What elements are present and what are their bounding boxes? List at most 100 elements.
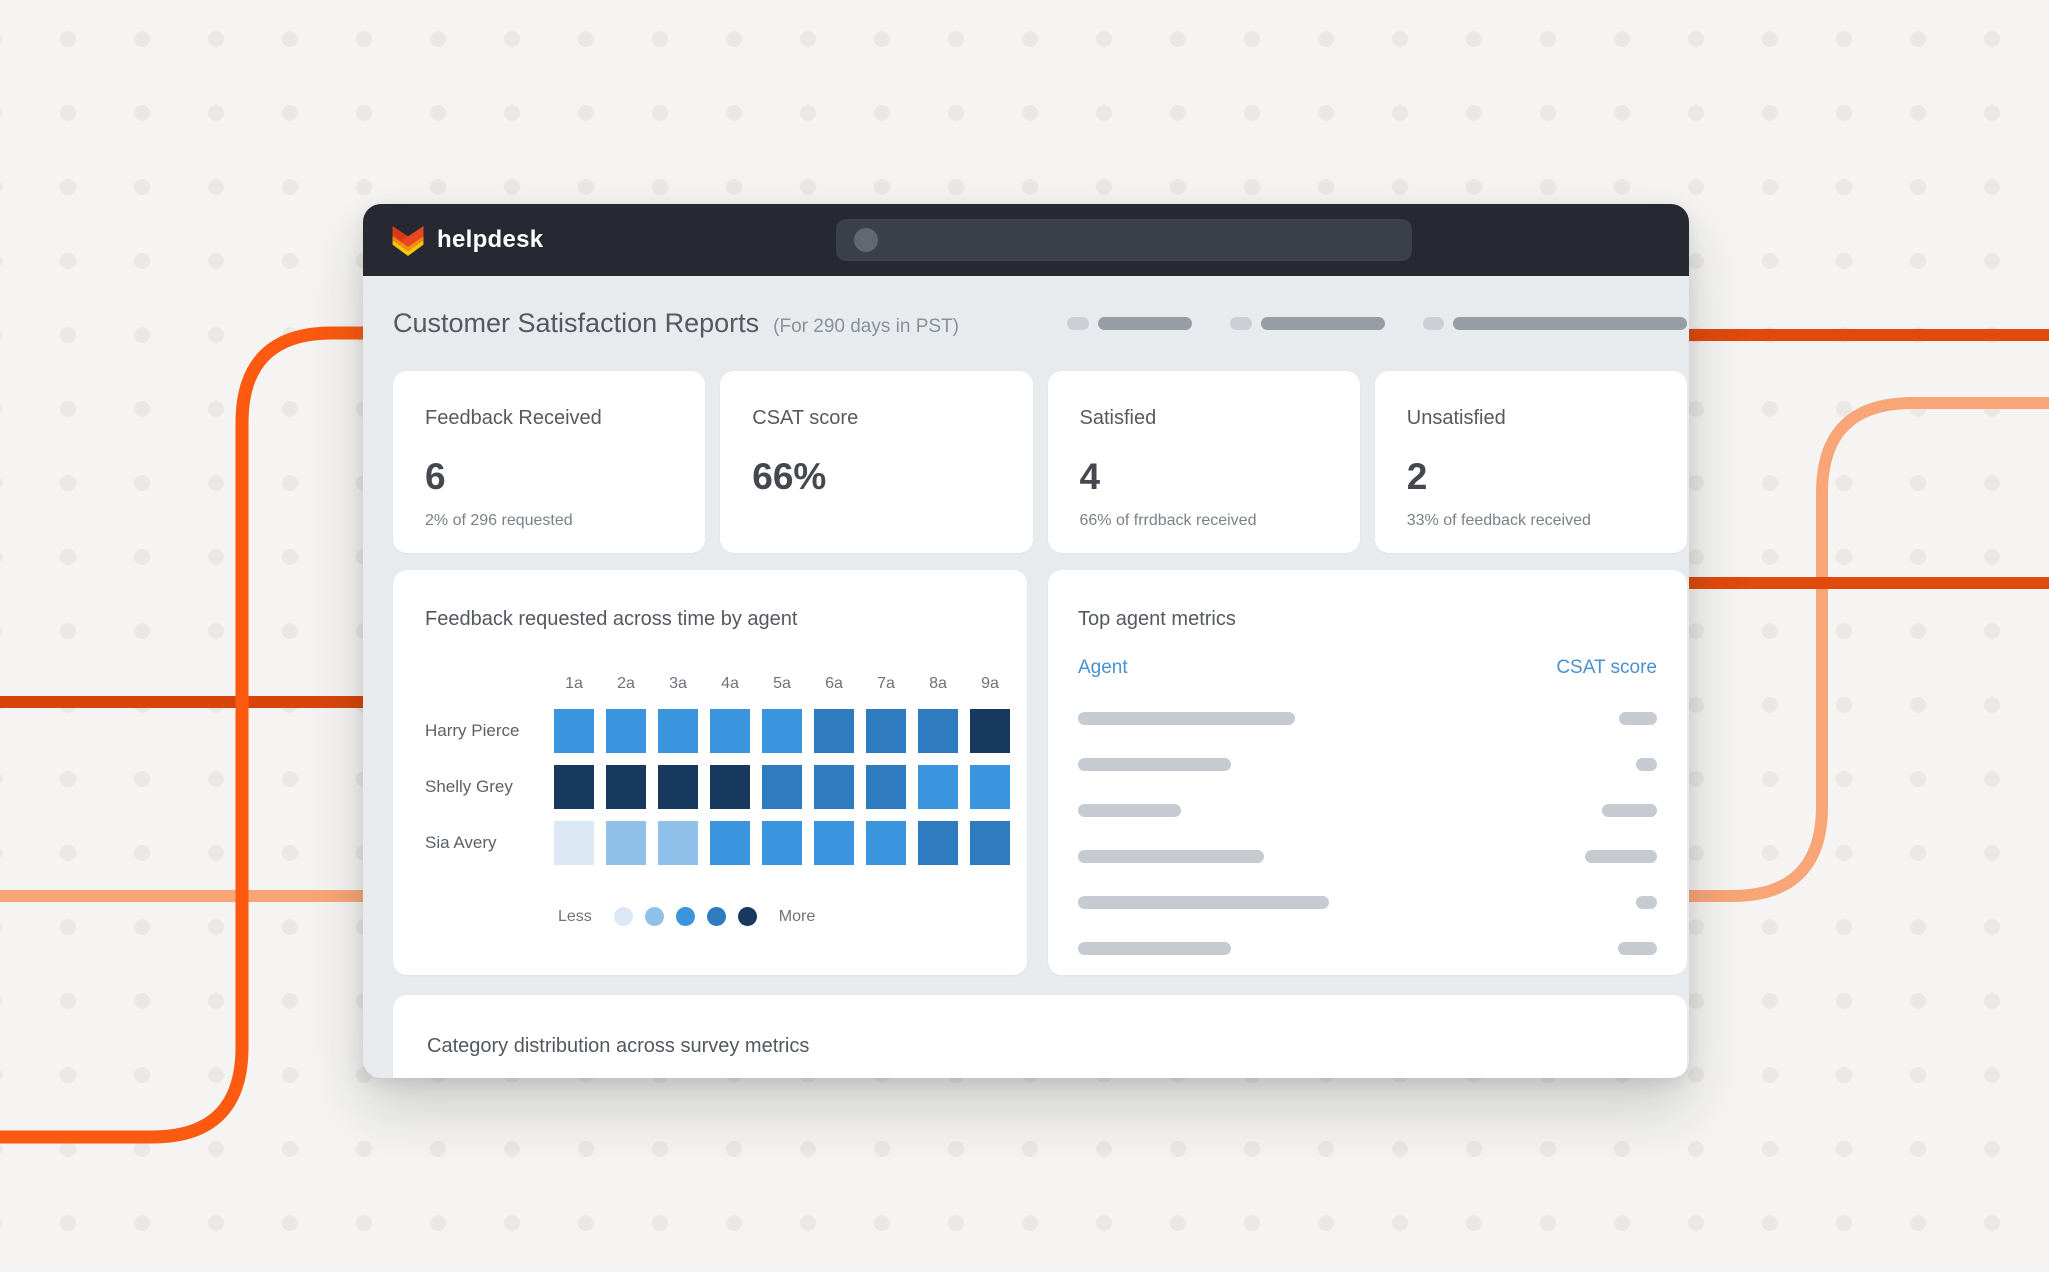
header-filter-placeholder-group — [1067, 317, 1192, 330]
heatmap-cell — [918, 821, 958, 865]
search-avatar-dot-icon — [854, 228, 878, 252]
heatmap-cell — [970, 765, 1010, 809]
agent-name-placeholder-bar — [1078, 712, 1295, 725]
placeholder-dot-pill — [1067, 317, 1089, 330]
heatmap-column-labels: 1a 2a 3a 4a 5a 6a 7a 8a 9a — [554, 675, 1027, 693]
stat-card-note: 2% of 296 requested — [425, 512, 573, 529]
heatmap-cell — [970, 709, 1010, 753]
stat-card: Unsatisfied 2 33% of feedback received — [1374, 371, 1687, 553]
placeholder-bar-pill — [1098, 317, 1192, 330]
stat-card-label: CSAT score — [752, 407, 859, 429]
stat-card-value: 66% — [752, 456, 827, 497]
stat-card-value: 4 — [1079, 456, 1101, 497]
heatmap-column-label: 5a — [773, 675, 791, 692]
legend-scale-dot — [644, 907, 664, 926]
heatmap-title: Feedback requested across time by agent — [425, 608, 798, 630]
title-group: Customer Satisfaction Reports (For 290 d… — [393, 308, 959, 339]
legend-scale-dot — [706, 907, 726, 926]
csat-score-placeholder-pill — [1585, 850, 1657, 863]
agent-name-placeholder-bar — [1078, 942, 1231, 955]
stat-card-value: 2 — [1406, 456, 1428, 497]
stat-card-note: 33% of feedback received — [1406, 512, 1591, 529]
brand-logo[interactable]: helpdesk — [391, 224, 543, 257]
agent-name-placeholder-bar — [1078, 850, 1264, 863]
heatmap-agent-name: Harry Pierce — [425, 721, 520, 740]
header-filter-placeholders — [1067, 317, 1687, 330]
heatmap-row: Shelly Grey — [425, 765, 1027, 809]
placeholder-dot-pill — [1423, 317, 1444, 330]
placeholder-bar-pill — [1453, 317, 1687, 330]
legend-scale-dot — [613, 907, 633, 926]
stat-card: Feedback Received 6 2% of 296 requested — [393, 371, 706, 553]
csat-score-placeholder-pill — [1602, 804, 1657, 817]
top-navigation-bar: helpdesk — [363, 204, 1689, 276]
search-input[interactable] — [836, 219, 1412, 261]
column-header-csat-score[interactable]: CSAT score — [1556, 657, 1657, 678]
agent-metrics-row — [1078, 896, 1657, 909]
heatmap-cell — [554, 821, 594, 865]
heatmap-cell — [606, 765, 646, 809]
placeholder-dot-pill — [1230, 317, 1252, 330]
heatmap-cell — [710, 709, 750, 753]
header-filter-placeholder-group — [1423, 317, 1687, 330]
heatmap-row: Harry Pierce — [425, 709, 1027, 753]
heatmap-cell — [710, 765, 750, 809]
stat-card: CSAT score 66% — [720, 371, 1033, 553]
heatmap-column-label: 6a — [825, 675, 843, 692]
stat-card-row: Feedback Received 6 2% of 296 requested CSA… — [363, 371, 1689, 553]
agent-metrics-row — [1078, 942, 1657, 955]
page-subtitle: (For 290 days in PST) — [773, 316, 959, 337]
legend-scale-dot — [675, 907, 695, 926]
placeholder-bar-pill — [1261, 317, 1385, 330]
heatmap-legend: Less More — [558, 907, 1027, 926]
app-window: helpdesk Customer Satisfaction Reports (… — [363, 204, 1689, 1078]
heatmap-row: Sia Avery — [425, 821, 1027, 865]
heatmap-cell — [918, 709, 958, 753]
heatmap-column-label: 4a — [721, 675, 739, 692]
heatmap-column-label: 7a — [877, 675, 895, 692]
heatmap-cell — [658, 765, 698, 809]
agent-name-placeholder-bar — [1078, 896, 1329, 909]
agent-metrics-row — [1078, 712, 1657, 725]
agent-metrics-rows — [1078, 712, 1657, 955]
heatmap-cell — [814, 709, 854, 753]
column-header-agent[interactable]: Agent — [1078, 657, 1128, 678]
heatmap-cell — [918, 765, 958, 809]
stat-card-label: Feedback Received — [425, 407, 602, 429]
stat-card-note: 66% of frrdback received — [1079, 512, 1257, 529]
stat-card-label: Satisfied — [1079, 407, 1157, 429]
bright-orange-line — [0, 326, 760, 1144]
heatmap-agent-name: Sia Avery — [425, 833, 497, 852]
heatmap-cell — [658, 821, 698, 865]
csat-score-placeholder-pill — [1636, 758, 1657, 771]
agent-metrics-row — [1078, 804, 1657, 817]
peach-line — [0, 397, 2049, 902]
legend-scale-dot — [737, 907, 757, 926]
legend-less-label: Less — [558, 907, 592, 925]
heatmap-cell — [762, 709, 802, 753]
heatmap-column-label: 3a — [669, 675, 687, 692]
heatmap-cell — [658, 709, 698, 753]
heatmap-cell — [606, 709, 646, 753]
header-filter-placeholder-group — [1230, 317, 1385, 330]
heatmap-cell — [606, 821, 646, 865]
csat-score-placeholder-pill — [1619, 712, 1657, 725]
stat-card: Satisfied 4 66% of frrdback received — [1047, 371, 1360, 553]
top-agent-metrics-card: Top agent metrics Agent CSAT score — [1048, 570, 1687, 975]
csat-score-placeholder-pill — [1618, 942, 1657, 955]
stat-card-value: 6 — [425, 456, 446, 497]
heatmap-agent-name: Shelly Grey — [425, 777, 513, 796]
heatmap-cell — [710, 821, 750, 865]
agent-name-placeholder-bar — [1078, 804, 1181, 817]
heatmap-cell — [762, 821, 802, 865]
heatmap-cell — [814, 821, 854, 865]
fox-logo-icon — [392, 225, 424, 256]
heatmap-cell — [814, 765, 854, 809]
heatmap-column-label: 8a — [929, 675, 947, 692]
heatmap-card: Feedback requested across time by agent … — [393, 570, 1027, 975]
agent-name-placeholder-bar — [1078, 758, 1231, 771]
category-distribution-title: Category distribution across survey metr… — [427, 1035, 810, 1057]
brand-name: helpdesk — [437, 226, 544, 253]
legend-more-label: More — [778, 907, 816, 925]
